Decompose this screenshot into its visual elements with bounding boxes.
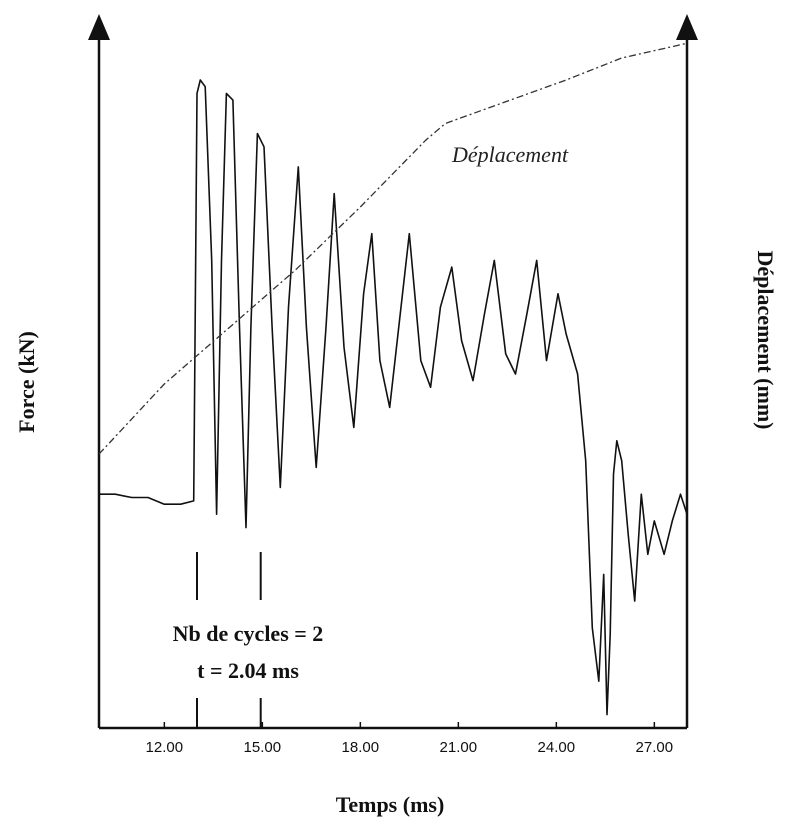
cycle-markers-group: [196, 552, 262, 728]
duration-annotation: t = 2.04 ms: [197, 658, 299, 683]
y-axis-right-title: Déplacement (mm): [753, 251, 778, 430]
series-group: [98, 42, 688, 716]
displacement-series-line: [98, 42, 688, 455]
x-tick-label: 12.00: [146, 739, 184, 756]
x-tick-label: 21.00: [440, 739, 478, 756]
displacement-series-label: Déplacement: [451, 142, 569, 167]
left-y-axis-arrow: [88, 14, 110, 40]
x-ticks-group: 12.00 15.00 18.00 21.00 24.00 27.00: [146, 722, 674, 756]
cycles-count-annotation: Nb de cycles = 2: [173, 621, 324, 646]
x-tick-label: 24.00: [538, 739, 576, 756]
x-tick-label: 18.00: [342, 739, 380, 756]
x-tick-label: 27.00: [636, 739, 674, 756]
x-axis-title: Temps (ms): [336, 792, 445, 817]
y-axis-left-title: Force (kN): [14, 331, 39, 433]
right-y-axis-arrow: [676, 14, 698, 40]
x-tick-label: 15.00: [244, 739, 282, 756]
force-series-line: [99, 79, 688, 716]
